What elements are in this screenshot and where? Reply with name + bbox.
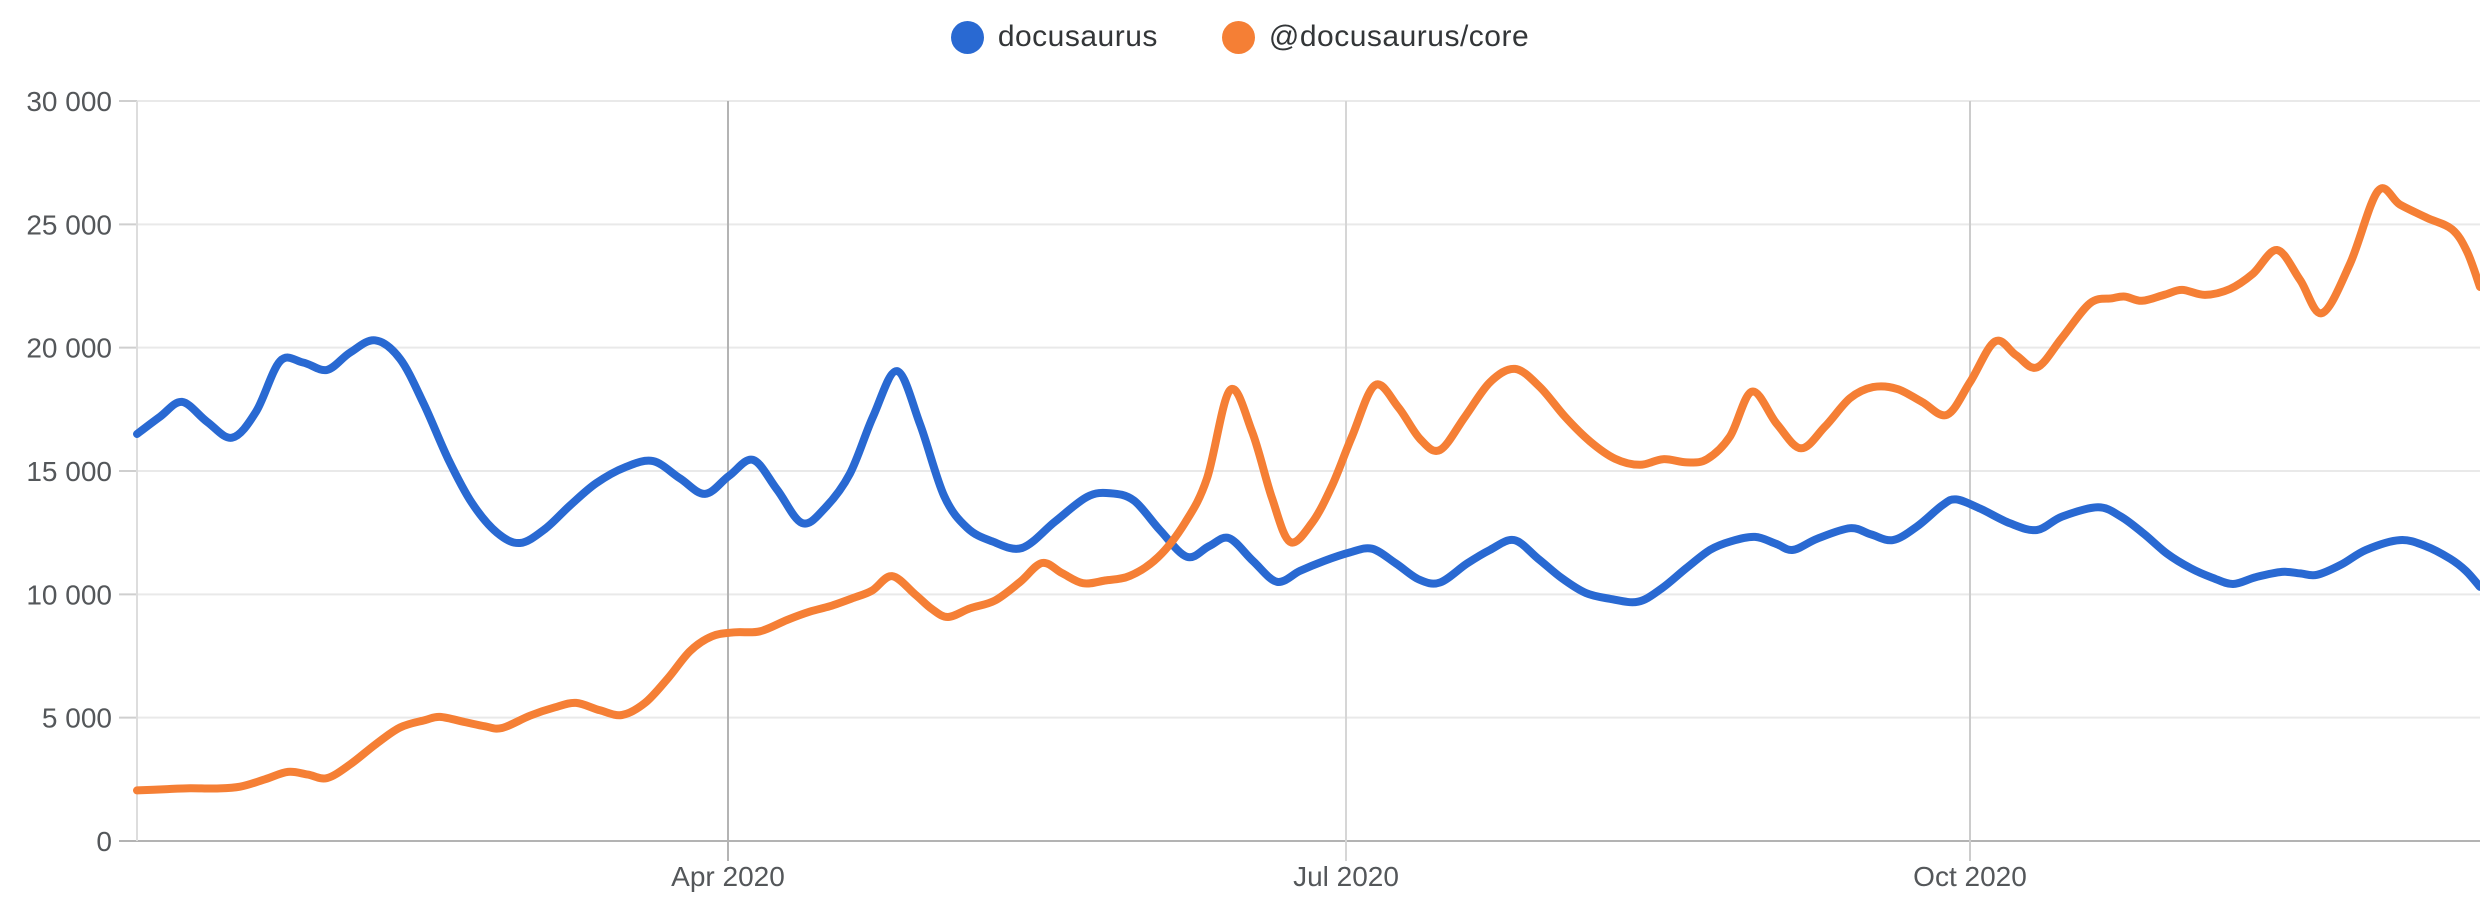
series-line-docusaurus-core[interactable] — [133, 184, 2480, 795]
legend-swatch-docusaurus-core-icon — [1221, 20, 1255, 54]
y-tick-label-0: 0 — [96, 826, 112, 857]
x-tick-label-apr-2020: Apr 2020 — [671, 861, 785, 892]
legend-label-docusaurus-core: @docusaurus/core — [1268, 20, 1530, 53]
legend-item-docusaurus[interactable]: docusaurus — [950, 20, 1158, 54]
y-tick-label-15000: 15 000 — [26, 456, 112, 487]
y-tick-label-5000: 5 000 — [42, 703, 112, 734]
legend-label-docusaurus: docusaurus — [997, 20, 1158, 53]
series-line-docusaurus[interactable] — [133, 336, 2480, 607]
y-tick-label-30000: 30 000 — [26, 86, 112, 117]
y-tick-label-25000: 25 000 — [26, 209, 112, 240]
legend-swatch-docusaurus-icon — [950, 20, 984, 54]
x-tick-label-oct-2020: Oct 2020 — [1913, 861, 2027, 892]
chart-legend: docusaurus @docusaurus/core — [0, 20, 2480, 54]
x-tick-label-jul-2020: Jul 2020 — [1293, 861, 1399, 892]
y-tick-label-10000: 10 000 — [26, 579, 112, 610]
y-tick-label-20000: 20 000 — [26, 333, 112, 364]
legend-item-docusaurus-core[interactable]: @docusaurus/core — [1221, 20, 1530, 54]
